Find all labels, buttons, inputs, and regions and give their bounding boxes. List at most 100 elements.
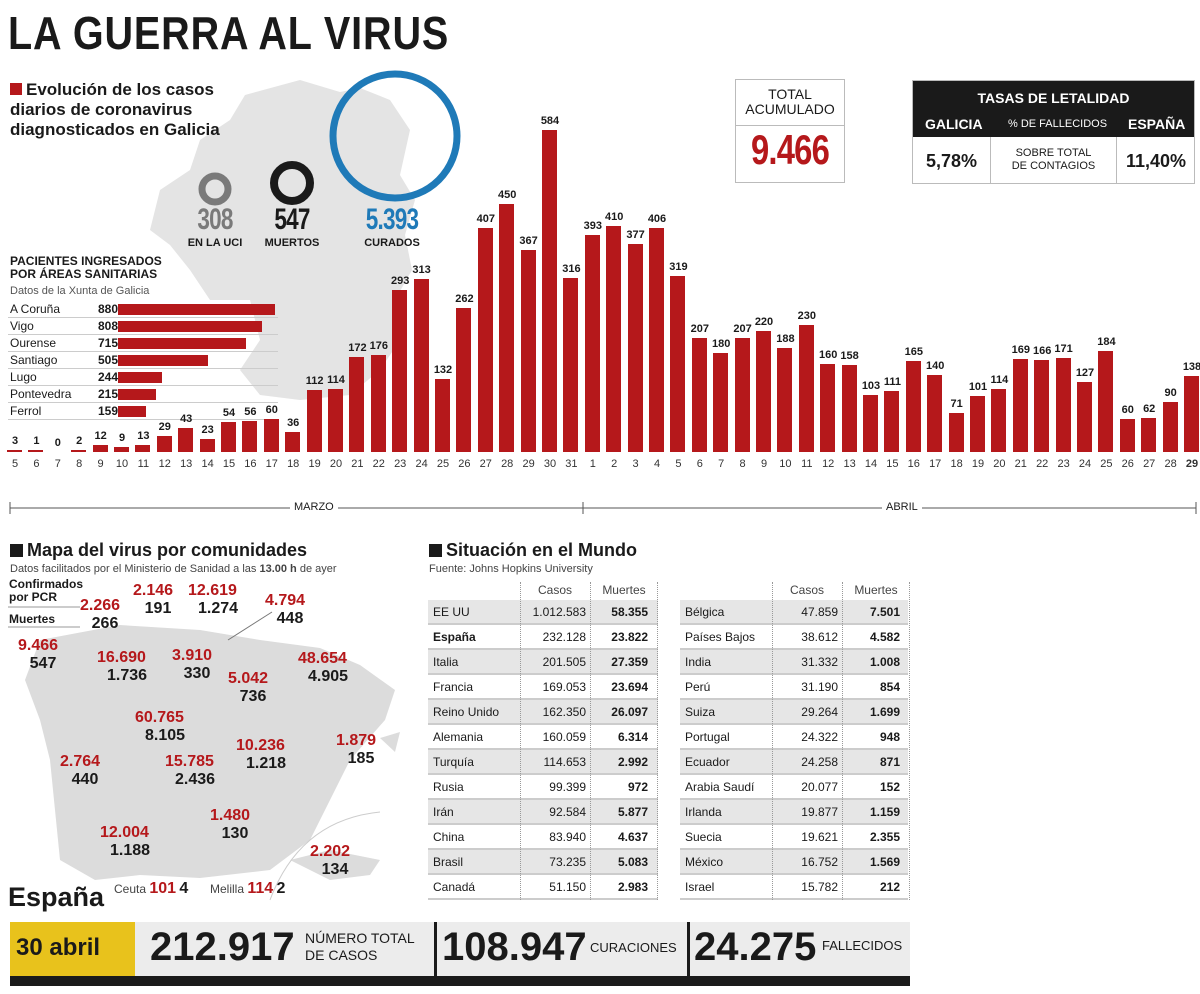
bar-label: 377: [626, 229, 645, 242]
country-deaths: 212: [879, 880, 900, 894]
col-divider: [842, 582, 843, 900]
country-deaths: 4.637: [617, 830, 648, 844]
col-divider: [590, 582, 591, 900]
page-title: LA GUERRA AL VIRUS: [8, 7, 450, 59]
community-deaths: 134: [321, 861, 349, 878]
bar: [520, 249, 536, 452]
date-label: 5: [675, 458, 682, 470]
cured-label: CURACIONES: [590, 940, 677, 955]
country-deaths: 1.569: [869, 855, 900, 869]
bar-label: 207: [733, 322, 752, 335]
community-confirmed: 5.042: [228, 670, 269, 687]
date-label: 29: [1185, 458, 1199, 470]
community-confirmed: 16.690: [97, 649, 146, 666]
table-row: Turquía 114.653 2.992: [428, 750, 658, 775]
bar-label: 9: [118, 432, 126, 445]
community-confirmed: 2.266: [80, 597, 121, 614]
country-cases: 73.235: [549, 855, 586, 869]
total-cases-label: NÚMERO TOTAL DE CASOS: [305, 930, 415, 963]
bar-label: 319: [669, 261, 688, 274]
country-name: Alemania: [433, 730, 484, 744]
country-deaths: 26.097: [611, 705, 648, 719]
uci-ring-icon: [198, 172, 232, 206]
bar-label: 112: [305, 375, 324, 388]
community-deaths: 4.905: [307, 668, 349, 685]
bar-label: 165: [904, 346, 923, 359]
bar-label: 172: [348, 342, 367, 355]
table-row: España 232.128 23.822: [428, 625, 658, 650]
bar: [71, 450, 87, 452]
date-badge: 30 abril: [10, 922, 135, 976]
bar-label: 230: [797, 310, 816, 323]
hospital-row: Santiago 505: [8, 352, 278, 369]
area-bar: [118, 338, 246, 349]
date-label: 17: [265, 458, 278, 470]
date-label: 1: [589, 458, 596, 470]
country-name: Bélgica: [685, 605, 725, 619]
community-confirmed: 10.236: [236, 737, 285, 754]
country-deaths: 23.822: [611, 630, 648, 644]
total-cases-value: 212.917: [150, 925, 295, 969]
date-label: 31: [565, 458, 578, 470]
bar: [306, 390, 322, 452]
country-name: España: [433, 630, 476, 644]
bar: [499, 203, 515, 452]
country-deaths: 6.314: [617, 730, 648, 744]
date-label: 26: [458, 458, 471, 470]
date-label: 14: [201, 458, 214, 470]
table-row: Portugal 24.322 948: [680, 725, 908, 750]
area-bar: [118, 389, 157, 400]
cured-value: 108.947: [442, 925, 587, 969]
deaths-ring-icon: [270, 161, 314, 205]
cured-ring-icon: [329, 70, 461, 202]
hospital-row: Pontevedra 215: [8, 386, 278, 403]
bar-label: 584: [540, 115, 560, 127]
bar-label: 132: [433, 364, 453, 377]
table-row: Suiza 29.264 1.699: [680, 700, 908, 725]
bar-label: 188: [776, 333, 795, 346]
community-confirmed: 60.765: [135, 709, 184, 726]
bar: [756, 330, 771, 452]
hospital-title: PACIENTES INGRESADOS POR ÁREAS SANITARIAS: [10, 254, 162, 281]
bar: [28, 450, 44, 452]
bar-label: 160: [819, 348, 838, 361]
col-deaths: Muertes: [854, 583, 898, 597]
bar: [392, 290, 408, 452]
date-label: 22: [1036, 458, 1049, 470]
bar-label: 3: [11, 435, 19, 447]
country-cases: 99.399: [549, 780, 586, 794]
date-label: 30: [543, 458, 557, 470]
country-name: India: [685, 655, 712, 669]
bar: [114, 447, 129, 452]
leader-line: [227, 611, 273, 641]
table-row: Reino Unido 162.350 26.097: [428, 700, 658, 725]
community-deaths: 191: [144, 600, 172, 617]
country-name: Países Bajos: [685, 630, 756, 644]
bar: [777, 348, 793, 452]
date-label: 15: [222, 458, 236, 470]
area-name: Ourense: [10, 336, 57, 350]
date-label: 19: [971, 458, 985, 470]
bar-label: 60: [1121, 403, 1134, 416]
bar-label: 127: [1075, 366, 1095, 379]
date-label: 6: [696, 458, 703, 470]
bar: [542, 130, 557, 452]
date-label: 23: [394, 458, 407, 470]
area-value: 215: [97, 387, 118, 401]
table-row: Rusia 99.399 972: [428, 775, 658, 800]
country-deaths: 2.992: [617, 755, 648, 769]
table-row: EE UU 1.012.583 58.355: [428, 600, 658, 625]
bar: [328, 389, 343, 452]
bar: [649, 228, 664, 452]
bar: [370, 354, 386, 452]
bar: [7, 450, 22, 452]
country-cases: 47.859: [801, 605, 838, 619]
country-deaths: 1.008: [869, 655, 900, 669]
community-confirmed: 2.202: [310, 843, 351, 860]
bar: [841, 364, 857, 452]
bar-label: 313: [412, 264, 431, 277]
bar-label: 169: [1011, 343, 1030, 356]
date-label: 24: [1078, 458, 1092, 470]
community-deaths: 1.188: [109, 842, 151, 859]
